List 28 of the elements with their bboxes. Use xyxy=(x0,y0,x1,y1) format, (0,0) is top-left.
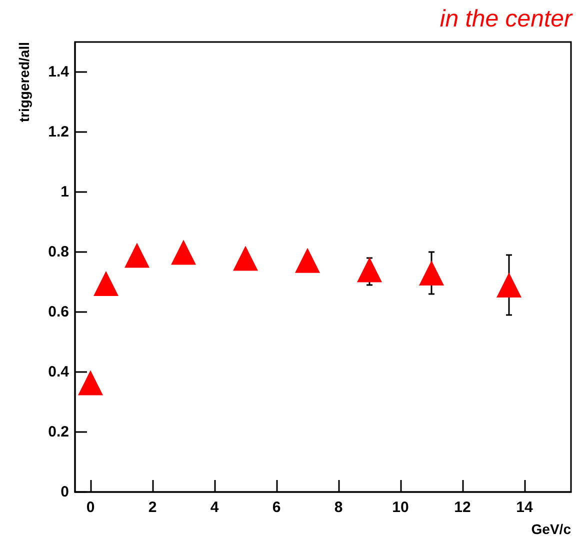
chart-title: in the center xyxy=(440,6,574,32)
y-axis-title: triggered/all xyxy=(16,42,32,122)
y-tick-label: 1.4 xyxy=(48,64,70,80)
point xyxy=(496,272,522,298)
x-tick-label: 12 xyxy=(454,499,471,516)
y-tick-label: 0.6 xyxy=(48,304,69,320)
x-tick-label: 0 xyxy=(86,499,95,516)
y-tick-label: 1 xyxy=(60,184,69,200)
y-tick-label: 0.4 xyxy=(48,364,70,380)
x-tick-label: 10 xyxy=(392,499,409,516)
point xyxy=(233,246,258,271)
point xyxy=(94,271,118,296)
x-tick-label: 2 xyxy=(148,499,157,516)
x-tick-label: 14 xyxy=(516,499,534,516)
x-tick-label: 8 xyxy=(334,499,343,516)
y-tick-label: 0.8 xyxy=(48,244,69,260)
y-tick-label: 1.2 xyxy=(48,124,69,140)
point xyxy=(78,370,103,396)
point xyxy=(171,240,196,265)
y-tick-label: 0.2 xyxy=(48,424,69,440)
point xyxy=(295,248,320,273)
y-tick-label: 0 xyxy=(60,484,69,500)
point xyxy=(124,242,150,268)
x-axis-title: GeV/c xyxy=(531,521,572,537)
point xyxy=(357,257,382,282)
x-tick-label: 4 xyxy=(210,499,220,516)
x-tick-label: 6 xyxy=(272,499,281,516)
point xyxy=(419,260,444,286)
